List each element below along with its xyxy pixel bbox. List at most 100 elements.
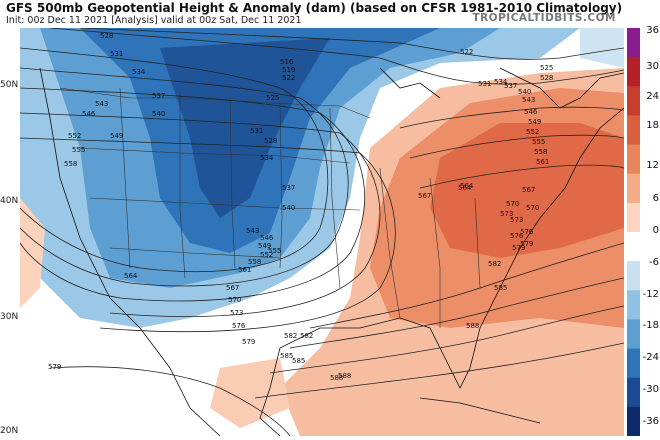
contour-label: 546 — [524, 108, 538, 116]
warm-anomaly-mexico — [210, 358, 290, 428]
contour-label: 531 — [250, 127, 263, 135]
anomaly-map: 528 531 534 537 543 546 540 552 549 555 … — [20, 28, 624, 436]
contour-label: 525 — [266, 94, 279, 102]
contour-label: 564 — [460, 182, 474, 190]
contour-label: 558 — [534, 148, 547, 156]
contour-label: 534 — [260, 154, 274, 162]
contour-label: 552 — [68, 132, 81, 140]
contour-label: 534 — [494, 78, 508, 86]
contour-label: 555 — [72, 146, 85, 154]
contour-label: 525 — [540, 64, 553, 72]
contour-label: 588 — [466, 322, 479, 330]
colorbar-swatch — [627, 144, 640, 175]
cold-anomaly-center — [160, 38, 330, 218]
contour-label: 585 — [292, 357, 305, 365]
contour-label: 555 — [268, 247, 281, 255]
contour-label: 519 — [282, 66, 295, 74]
contour-label: 537 — [282, 184, 295, 192]
colorbar-swatch — [627, 261, 640, 291]
contour-label: 585 — [494, 284, 507, 292]
colorbar-swatch — [627, 406, 640, 437]
contour-label: 552 — [526, 128, 539, 136]
map-panel: 528 531 534 537 543 546 540 552 549 555 … — [20, 28, 624, 436]
contour-label: 528 — [264, 137, 277, 145]
contour-label: 549 — [258, 242, 271, 250]
colorbar-swatch — [627, 86, 640, 116]
contour-label: 546 — [260, 234, 274, 242]
colorbar-swatch — [627, 232, 640, 262]
contour-label: 588 — [330, 374, 343, 382]
contour-label: 567 — [522, 186, 535, 194]
colorbar-swatch — [627, 115, 640, 146]
contour-label: 537 — [152, 92, 165, 100]
contour-label: 579 — [520, 240, 533, 248]
contour-label: 522 — [460, 48, 473, 56]
contour-label: 573 — [500, 210, 513, 218]
contour-label: 585 — [280, 352, 293, 360]
contour-labels: 528 531 534 537 543 546 540 552 549 555 … — [48, 32, 553, 382]
contour-label: 582 — [488, 260, 501, 268]
cold-anomaly-northeast — [580, 28, 624, 68]
colorbar-label: -18 — [642, 320, 659, 331]
contour-label: 516 — [280, 58, 294, 66]
contour-label: 561 — [536, 158, 549, 166]
warm-anomaly-core — [430, 123, 624, 258]
contour-label: 582 — [284, 332, 297, 340]
contour-label: 543 — [522, 96, 535, 104]
colorbar-swatch — [627, 377, 640, 408]
lat-label-40n: 40N — [0, 196, 19, 206]
warm-anomaly-west — [20, 198, 45, 308]
contour-label: 528 — [540, 74, 553, 82]
contour-label: 582 — [300, 332, 313, 340]
contour-label: 549 — [528, 118, 541, 126]
colorbar-swatch — [627, 57, 640, 87]
contour-label: 555 — [532, 138, 545, 146]
contour-label: 528 — [100, 32, 113, 40]
contour-label: 540 — [152, 110, 165, 118]
contour-label: 549 — [110, 132, 123, 140]
contour-label: 561 — [238, 266, 251, 274]
contour-label: 558 — [248, 258, 261, 266]
map-title: GFS 500mb Geopotential Height & Anomaly … — [6, 1, 623, 15]
colorbar-swatch — [627, 319, 640, 350]
contour-label: 579 — [48, 363, 61, 371]
contour-label: 543 — [246, 227, 259, 235]
contour-label: 570 — [526, 204, 539, 212]
contour-label: 540 — [282, 204, 295, 212]
contour-label: 567 — [418, 192, 431, 200]
contour-label: 573 — [230, 309, 243, 317]
contour-label: 522 — [282, 74, 295, 82]
colorbar-swatch — [627, 290, 640, 320]
political-boundaries — [59, 87, 481, 328]
lat-label-20n: 20N — [0, 426, 19, 436]
colorbar-label: 30 — [646, 61, 659, 72]
contour-label: 573 — [510, 216, 523, 224]
contour-label: 567 — [226, 284, 239, 292]
contour-label: 540 — [518, 88, 531, 96]
colorbar — [627, 28, 640, 437]
contour-label: 579 — [242, 338, 255, 346]
contour-label: 570 — [228, 296, 241, 304]
contour-label: 531 — [478, 80, 491, 88]
contour-label: 576 — [232, 322, 246, 330]
colorbar-swatches — [627, 28, 640, 437]
contour-label: 576 — [510, 232, 524, 240]
contour-label: 552 — [260, 251, 273, 259]
map-subtitle: Init: 00z Dec 11 2021 [Analysis] valid a… — [6, 15, 302, 26]
colorbar-label: 24 — [646, 91, 659, 102]
colorbar-label: 18 — [646, 120, 659, 131]
lat-label-50n: 50N — [0, 80, 19, 90]
contour-label: 558 — [64, 160, 77, 168]
colorbar-label: -24 — [642, 352, 659, 363]
contour-label: 543 — [95, 100, 108, 108]
colorbar-label: 0 — [652, 225, 659, 236]
height-contours — [20, 28, 624, 436]
contour-label: 564 — [458, 184, 472, 192]
colorbar-label: 12 — [646, 160, 659, 171]
colorbar-swatch — [627, 202, 640, 233]
contour-label: 588 — [338, 372, 351, 380]
colorbar-label: -6 — [649, 257, 659, 268]
colorbar-swatch — [627, 348, 640, 379]
contour-label: 537 — [504, 82, 517, 90]
colorbar-label: -36 — [642, 416, 659, 427]
